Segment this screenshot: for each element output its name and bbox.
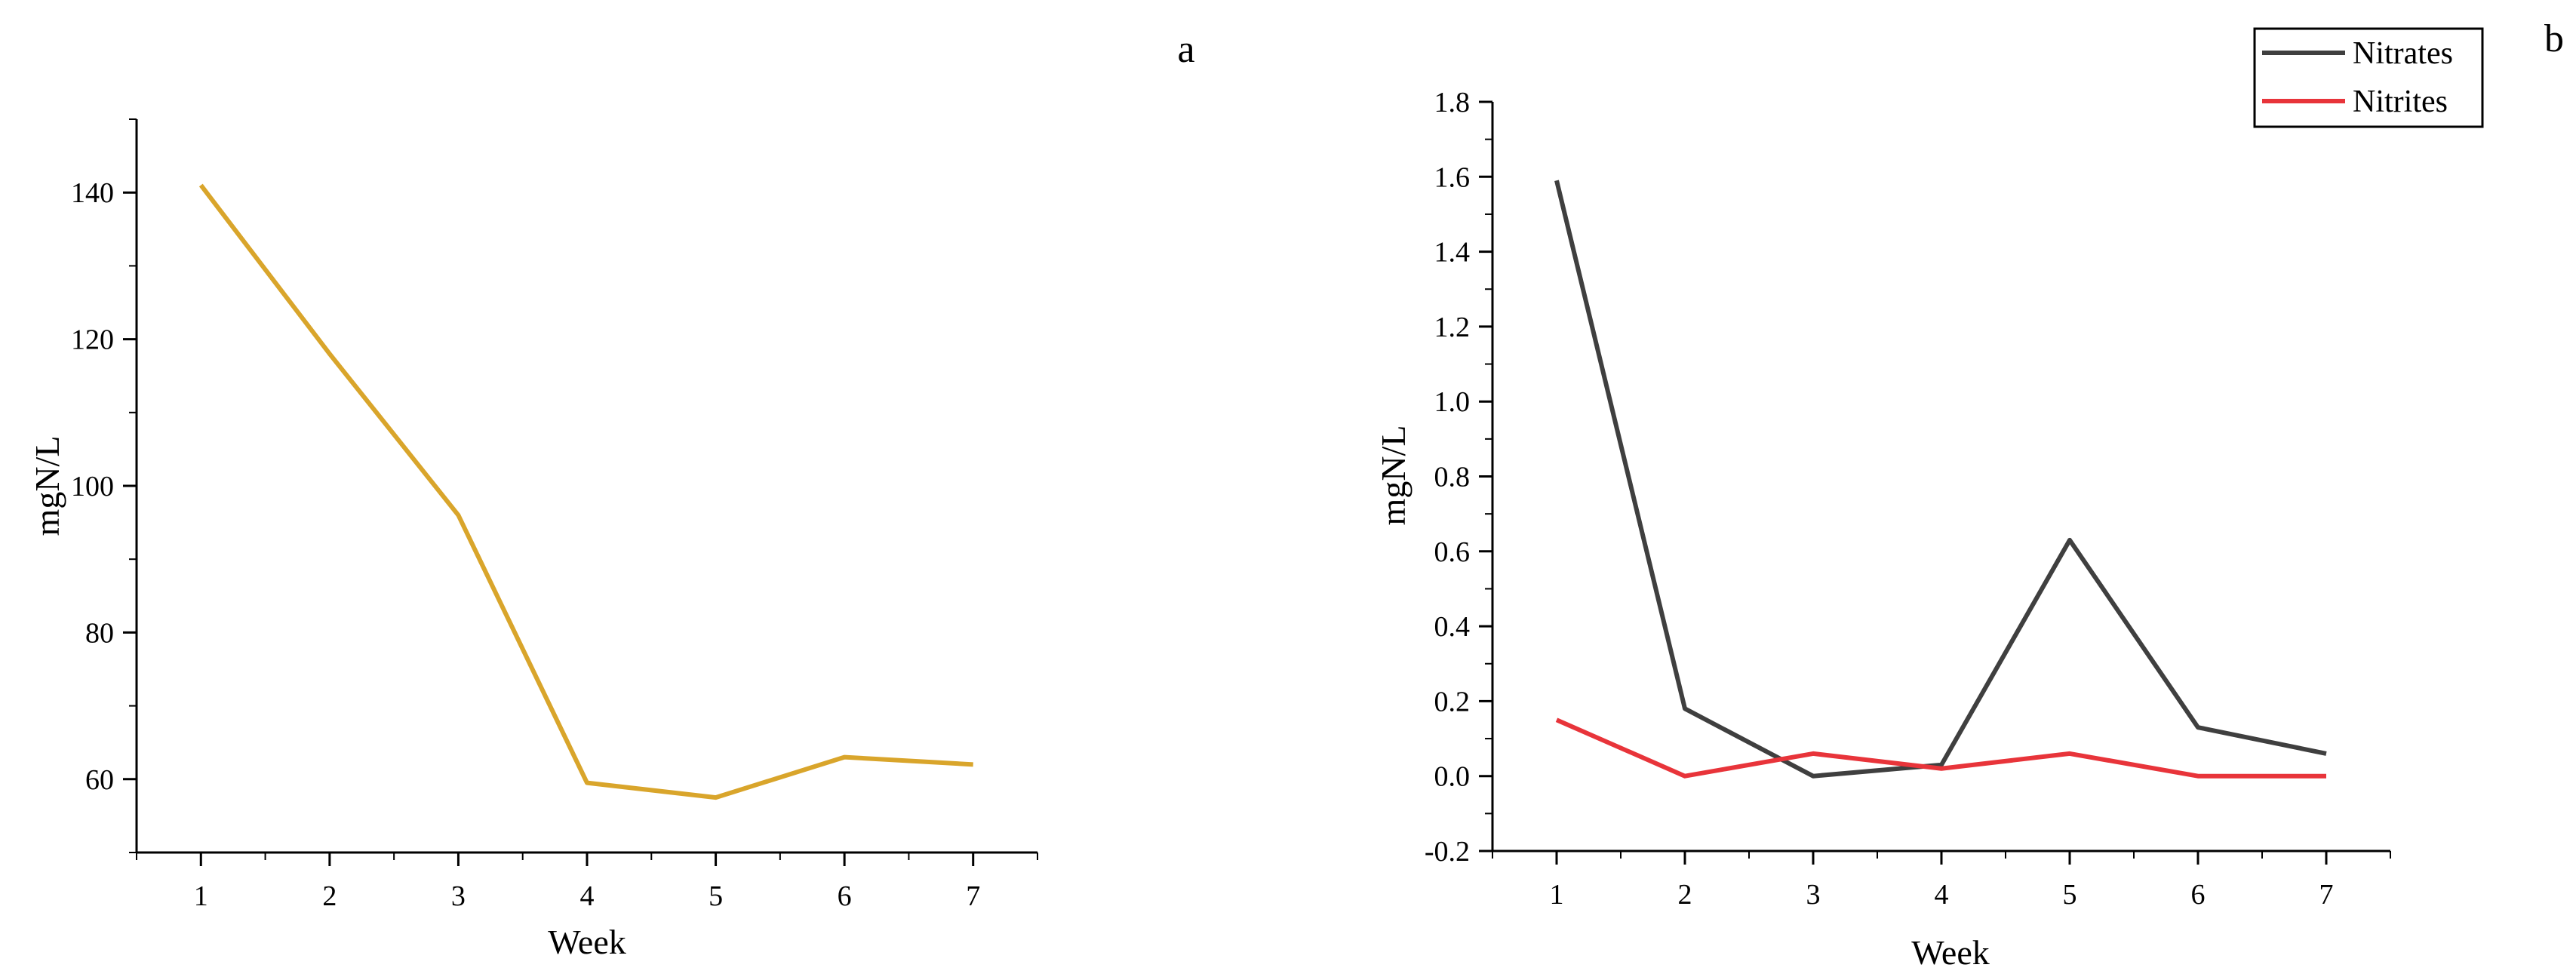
y-tick-label-a: 120 (71, 324, 114, 356)
y-tick-label-a: 140 (71, 177, 114, 209)
series-a (198, 183, 973, 800)
chart-a: a 1 2 3 4 5 6 7 60 80 100 120 140 Week mgN/L (28, 28, 1195, 961)
y-tick-label-b: 1.8 (1434, 87, 1471, 118)
y-tick-label-b: 0.0 (1434, 761, 1471, 793)
x-tick-label-a: 4 (580, 880, 595, 912)
x-tick-label-b: 4 (1935, 879, 1949, 911)
legend-box (2253, 27, 2484, 128)
x-axis-label-b: Week (1911, 933, 1990, 972)
chart-b: b 1 2 3 4 5 6 7 -0.2 0.0 0.2 0.4 0.6 0.8 1.0 1.2 1.4 1.6… (1374, 17, 2564, 972)
legend-label-nitrates: Nitrates (2353, 36, 2453, 71)
x-tick-label-a: 1 (194, 880, 208, 912)
series-line-a-0 (198, 183, 973, 800)
y-axis-label-a: mgN/L (28, 436, 66, 536)
series-line-b-nitrates (1554, 180, 2327, 779)
y-tick-label-a: 100 (71, 471, 114, 502)
x-tick-label-b: 6 (2191, 879, 2206, 911)
y-tick-label-a: 80 (85, 617, 114, 649)
x-tick-label-a: 7 (966, 880, 980, 912)
ticks-b: 1 2 3 4 5 6 7 -0.2 0.0 0.2 0.4 0.6 0.8 1.0 1.2 1.4 1.6 1.… (1425, 87, 2391, 911)
y-tick-label-b: 1.6 (1434, 161, 1471, 193)
y-tick-label-b: 0.4 (1434, 611, 1471, 643)
x-tick-label-a: 6 (838, 880, 852, 912)
x-tick-label-a: 5 (709, 880, 723, 912)
x-tick-label-b: 1 (1550, 879, 1564, 911)
ticks-a: 1 2 3 4 5 6 7 60 80 100 120 140 (71, 118, 1038, 912)
legend-b: Nitrates Nitrites (2253, 27, 2484, 128)
legend-label-nitrites: Nitrites (2353, 84, 2448, 119)
x-tick-label-b: 7 (2319, 879, 2334, 911)
x-axis-label-a: Week (548, 923, 626, 961)
x-tick-label-a: 2 (322, 880, 337, 912)
y-tick-label-b: 0.6 (1434, 536, 1471, 568)
y-tick-label-a: 60 (85, 764, 114, 796)
x-tick-label-b: 5 (2063, 879, 2077, 911)
x-tick-label-b: 2 (1678, 879, 1692, 911)
panel-label-b: b (2544, 17, 2564, 60)
y-tick-label-b: 0.2 (1434, 686, 1471, 717)
panel-label-a: a (1177, 28, 1194, 71)
y-tick-label-b: -0.2 (1425, 836, 1470, 868)
y-axis-label-b: mgN/L (1374, 425, 1412, 526)
series-line-b-nitrites (1555, 717, 2326, 779)
series-b (1554, 180, 2327, 779)
y-tick-label-b: 1.4 (1434, 237, 1471, 269)
y-tick-label-b: 0.8 (1434, 462, 1471, 493)
x-tick-label-a: 3 (451, 880, 466, 912)
y-tick-label-b: 1.2 (1434, 312, 1471, 343)
y-tick-label-b: 1.0 (1434, 386, 1471, 418)
x-tick-label-b: 3 (1806, 879, 1821, 911)
